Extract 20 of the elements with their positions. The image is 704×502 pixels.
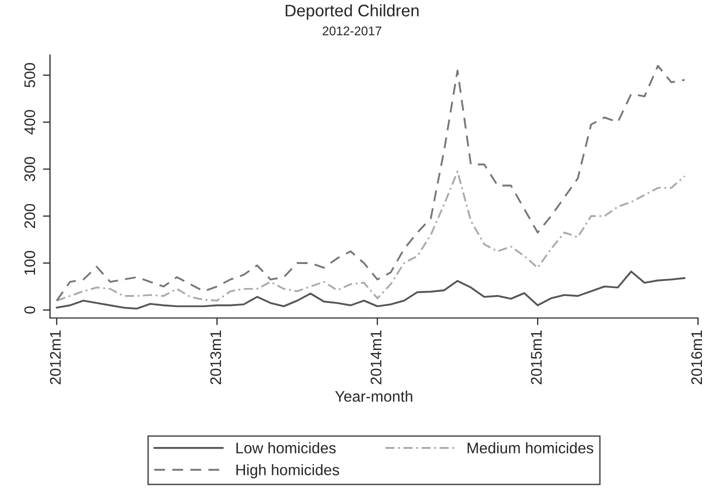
chart-subtitle: 2012-2017: [322, 26, 382, 36]
legend-label: Medium homicides: [468, 442, 594, 454]
line-series: [56, 270, 686, 310]
y-tick-label: 500: [24, 63, 36, 88]
y-tick-label: 200: [24, 204, 36, 228]
x-tick-label: 2016m1: [691, 330, 702, 384]
y-tick-label: 100: [24, 250, 36, 275]
x-axis-title: Year-month: [335, 390, 412, 402]
line-series: [56, 64, 686, 302]
x-tick-label: 2015m1: [530, 330, 542, 384]
y-tick-label: 0: [24, 306, 36, 314]
x-tick-label: 2013m1: [210, 330, 222, 384]
y-tick-label: 400: [24, 110, 36, 135]
legend-label: Low homicides: [236, 442, 336, 454]
x-tick-label: 2012m1: [50, 330, 61, 384]
chart-title: Deported Children: [286, 4, 419, 20]
x-tick-label: 2014m1: [370, 330, 382, 384]
line-series: [56, 170, 686, 302]
y-tick-label: 300: [24, 156, 36, 182]
legend-label: High homicides: [236, 464, 340, 478]
